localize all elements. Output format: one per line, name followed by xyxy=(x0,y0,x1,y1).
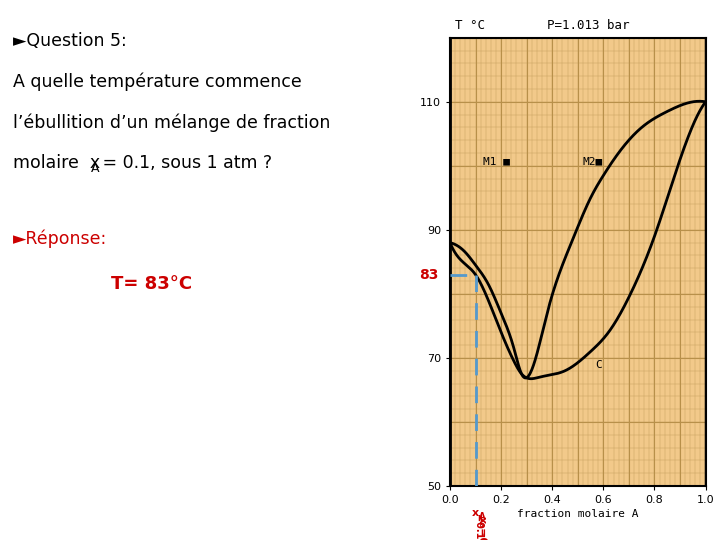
X-axis label: fraction molaire A: fraction molaire A xyxy=(517,509,639,519)
Text: xₐ=0.1: xₐ=0.1 xyxy=(477,516,487,540)
Text: A: A xyxy=(480,512,486,521)
Text: T °C: T °C xyxy=(455,19,485,32)
Text: M1 ■: M1 ■ xyxy=(483,156,510,166)
Text: ►Réponse:: ►Réponse: xyxy=(13,230,107,248)
Text: M2■: M2■ xyxy=(583,156,603,166)
Text: = 0.1, sous 1 atm ?: = 0.1, sous 1 atm ? xyxy=(96,154,271,172)
Text: P=1.013 bar: P=1.013 bar xyxy=(547,19,629,32)
Text: 83: 83 xyxy=(420,268,439,282)
Text: ►Question 5:: ►Question 5: xyxy=(13,32,127,50)
Text: molaire  x: molaire x xyxy=(13,154,100,172)
Text: T= 83°C: T= 83°C xyxy=(111,275,192,293)
Text: A quelle température commence: A quelle température commence xyxy=(13,73,302,91)
Text: x: x xyxy=(472,508,479,518)
Text: =0.1: =0.1 xyxy=(473,514,482,539)
Text: A: A xyxy=(91,162,99,175)
Text: l’ébullition d’un mélange de fraction: l’ébullition d’un mélange de fraction xyxy=(13,113,330,132)
Text: C: C xyxy=(595,360,603,370)
